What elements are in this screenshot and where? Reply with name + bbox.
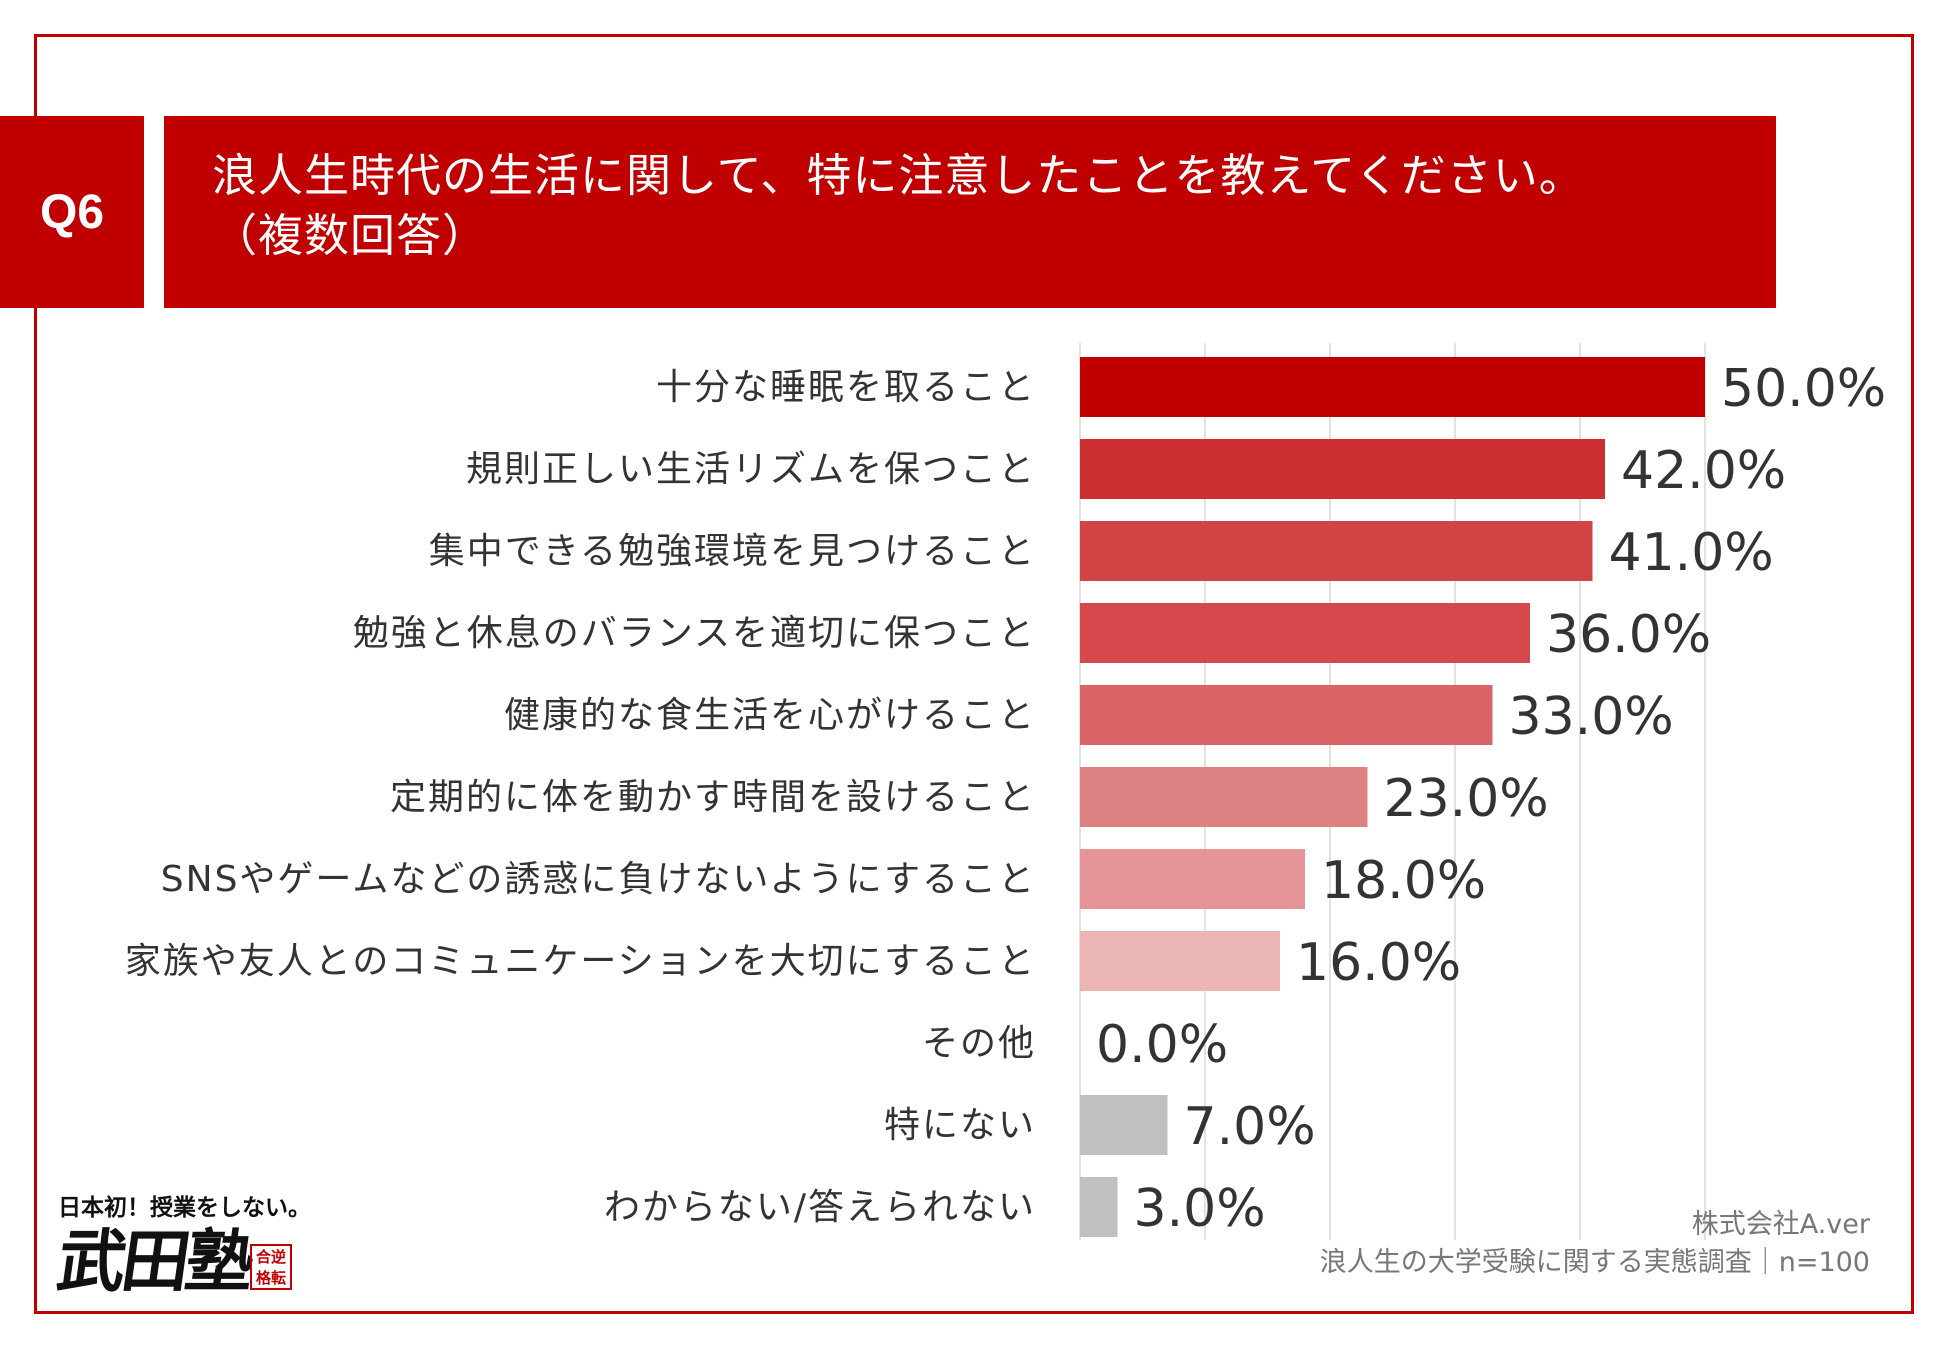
bar <box>1080 849 1305 909</box>
bar <box>1080 439 1605 499</box>
question-text-line2: （複数回答） <box>212 209 489 262</box>
category-label: 定期的に体を動かす時間を設けること <box>390 777 1036 818</box>
value-label: 33.0% <box>1509 687 1674 747</box>
value-label: 3.0% <box>1134 1179 1266 1239</box>
question-number-badge: Q6 <box>0 116 144 308</box>
logo-tagline: 日本初！授業をしない。 <box>58 1194 311 1221</box>
bar <box>1080 521 1593 581</box>
logo-stamp-line1: 合逆 <box>255 1248 286 1266</box>
logo-stamp-line2: 格転 <box>255 1269 286 1287</box>
logo-stamp: 合逆 格転 <box>250 1244 292 1290</box>
value-label: 16.0% <box>1296 933 1461 993</box>
value-label: 7.0% <box>1184 1097 1316 1157</box>
value-label: 36.0% <box>1546 605 1711 665</box>
bar <box>1080 685 1493 745</box>
value-label: 18.0% <box>1321 851 1486 911</box>
bar <box>1080 1177 1118 1237</box>
takeda-juku-logo: 日本初！授業をしない。 武田塾 合逆 格転 <box>52 1188 311 1306</box>
bar <box>1080 603 1530 663</box>
category-label: 集中できる勉強環境を見つけること <box>429 531 1036 572</box>
category-label: 規則正しい生活リズムを保つこと <box>466 449 1036 490</box>
value-label: 50.0% <box>1721 359 1886 419</box>
category-label: 家族や友人とのコミュニケーションを大切にすること <box>125 941 1036 982</box>
value-label: 42.0% <box>1621 441 1786 501</box>
category-label: 勉強と休息のバランスを適切に保つこと <box>353 613 1036 654</box>
value-labels: 50.0% 42.0% 41.0% 36.0% 33.0% 23.0% 18.0% 16.0%… <box>1096 359 1886 1239</box>
category-label: わからない/答えられない <box>604 1187 1036 1228</box>
bar <box>1080 1095 1168 1155</box>
source-note: 株式会社A.ver 浪人生の大学受験に関する実態調査｜n=100 <box>1320 1206 1870 1282</box>
category-label: 健康的な食生活を心がけること <box>504 695 1036 736</box>
question-banner: 浪人生時代の生活に関して、特に注意したことを教えてください。 （複数回答） <box>164 116 1776 308</box>
bars <box>1080 357 1705 1237</box>
category-labels: 十分な睡眠を取ること規則正しい生活リズムを保つこと集中できる勉強環境を見つけるこ… <box>125 367 1036 1228</box>
value-label: 23.0% <box>1384 769 1549 829</box>
category-label: 特にない <box>884 1105 1036 1146</box>
source-company: 株式会社A.ver <box>1691 1209 1870 1240</box>
value-label: 0.0% <box>1096 1015 1228 1075</box>
category-label: その他 <box>922 1023 1036 1064</box>
category-label: SNSやゲームなどの誘惑に負けないようにすること <box>161 859 1036 900</box>
value-label: 41.0% <box>1609 523 1774 583</box>
category-label: 十分な睡眠を取ること <box>656 367 1036 408</box>
source-survey: 浪人生の大学受験に関する実態調査｜n=100 <box>1319 1247 1870 1278</box>
bar <box>1080 767 1368 827</box>
bar <box>1080 357 1705 417</box>
outer-frame <box>34 34 1914 1314</box>
question-text-line1: 浪人生時代の生活に関して、特に注意したことを教えてください。 <box>212 149 1585 202</box>
bar <box>1080 931 1280 991</box>
